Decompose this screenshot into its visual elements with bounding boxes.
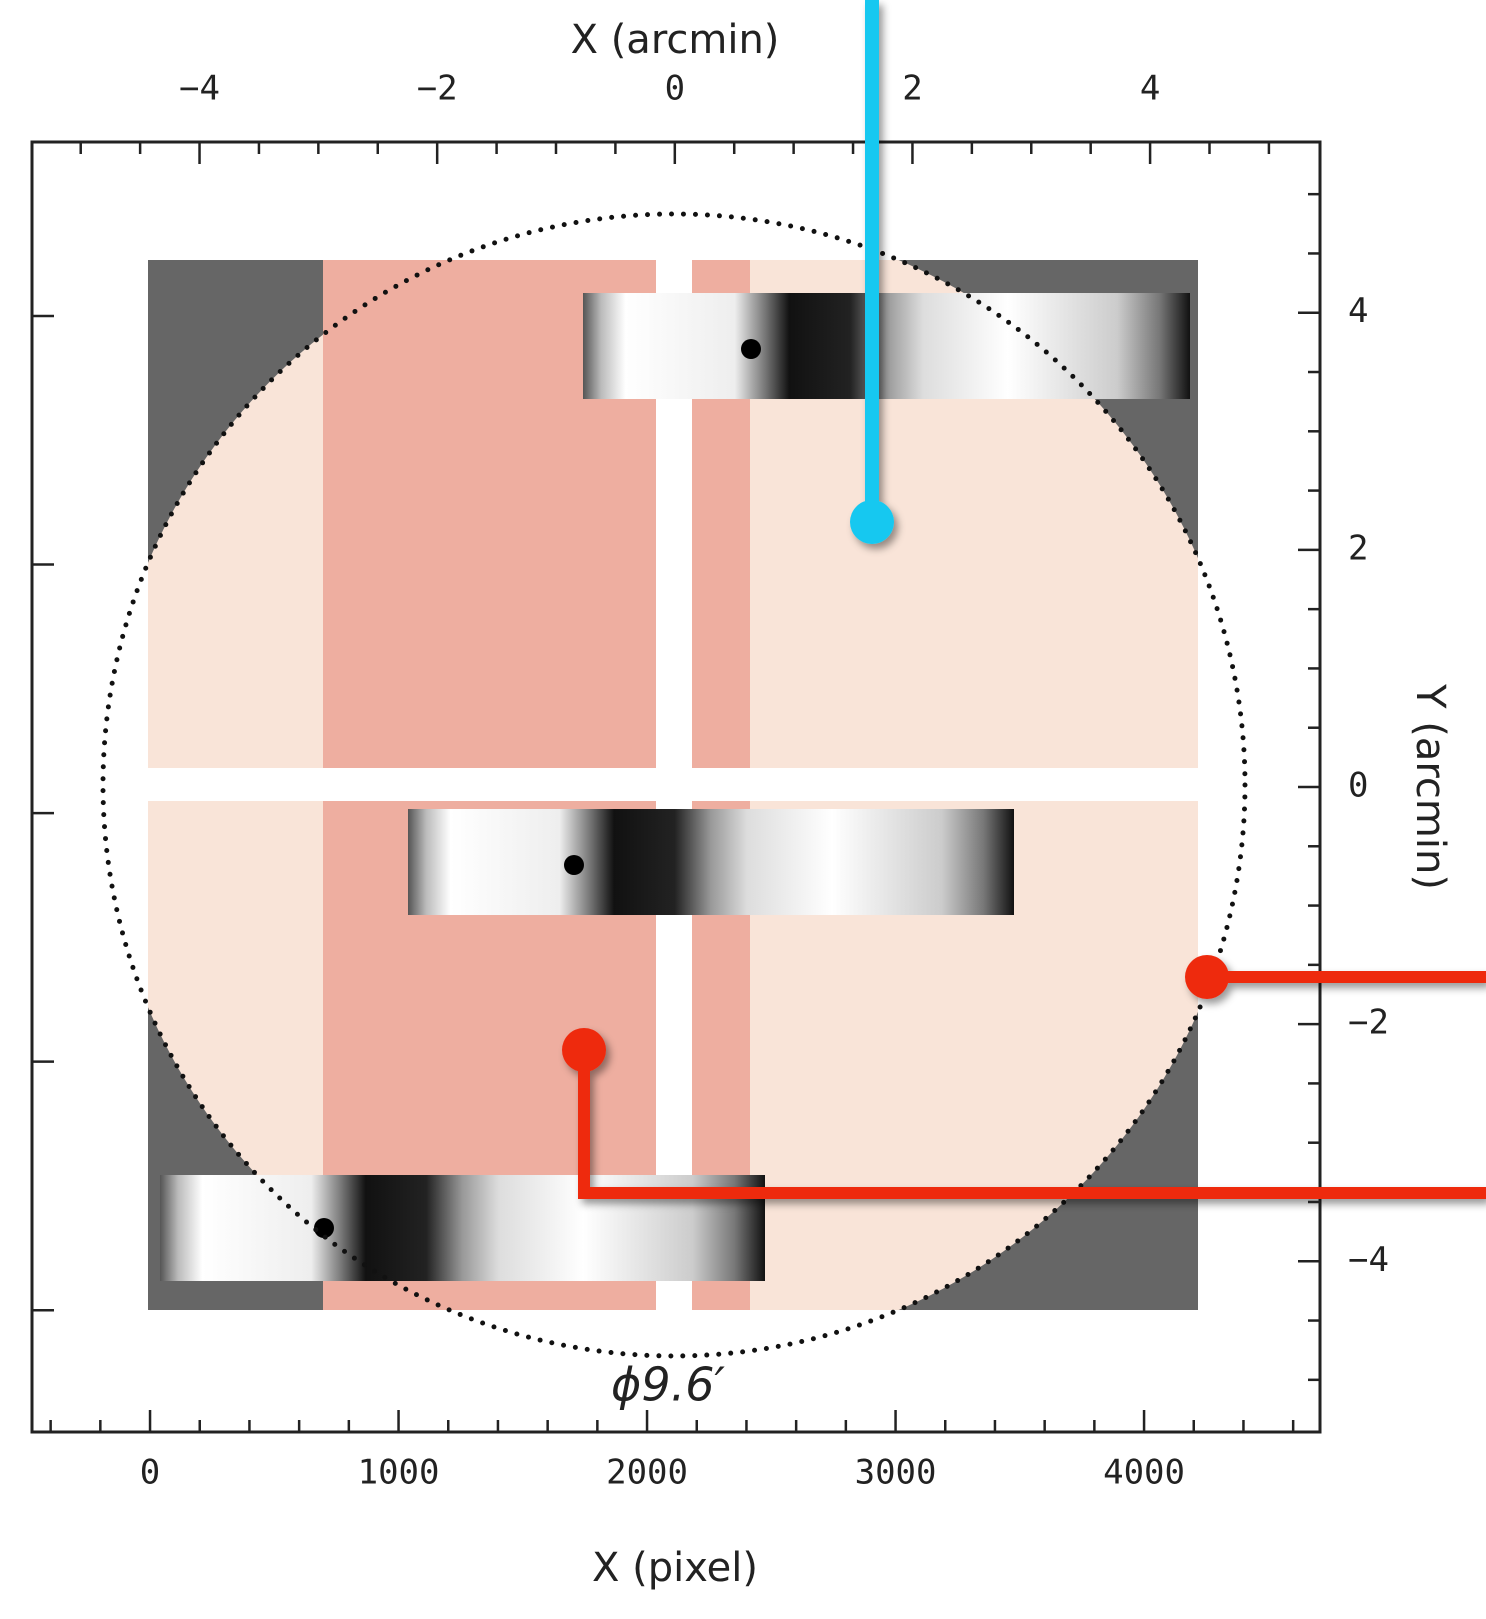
tick-label: 4000 xyxy=(1103,1453,1185,1493)
callout-dot xyxy=(562,1028,606,1072)
source-dot xyxy=(741,339,761,359)
x2-axis-label: X (arcmin) xyxy=(571,17,780,63)
tick-label: −2 xyxy=(1348,1003,1389,1043)
spectrum xyxy=(583,293,1190,399)
tick-label: 2000 xyxy=(606,1453,688,1493)
page: {"chart_data": {"type": "detector-map", … xyxy=(0,0,1486,1619)
tick-label: 0 xyxy=(1348,766,1368,806)
tick-label: 0 xyxy=(665,69,685,109)
annotation: ϕ9.6′ xyxy=(611,1358,726,1412)
tick-label: 0 xyxy=(140,1453,160,1493)
x-axis-label: X (pixel) xyxy=(592,1545,758,1591)
tick-label: −4 xyxy=(179,69,220,109)
source-dot xyxy=(564,855,584,875)
tick-label: 3000 xyxy=(855,1453,937,1493)
tick-label: −2 xyxy=(417,69,458,109)
tick-label: 1000 xyxy=(358,1453,440,1493)
y2-axis-label: Y (arcmin) xyxy=(1407,683,1453,890)
spectrum xyxy=(408,809,1014,915)
tick-label: 2 xyxy=(1348,528,1368,568)
tick-label: 4 xyxy=(1140,69,1160,109)
detector xyxy=(103,214,1245,1356)
chart: ϕ9.6′ X (arcmin) X (pixel) Y (arcmin) 0 1… xyxy=(0,0,1486,1619)
callout-dot xyxy=(1185,955,1229,999)
tick-label: 4 xyxy=(1348,291,1368,331)
callout-dot xyxy=(850,500,894,544)
chip-gap xyxy=(656,255,692,1315)
tick-label: 2 xyxy=(902,69,922,109)
tick-label: −4 xyxy=(1348,1240,1389,1280)
